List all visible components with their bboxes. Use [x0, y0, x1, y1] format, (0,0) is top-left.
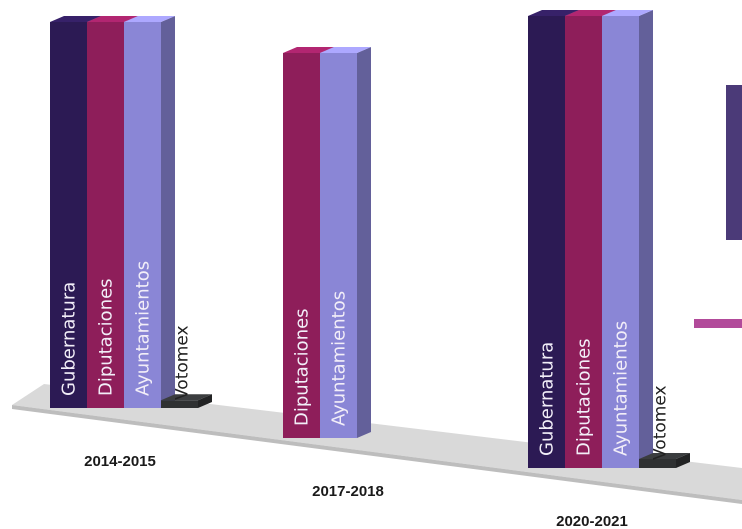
- bar-top-gubernatura-2014-2015: [50, 16, 101, 22]
- bar-top-ayuntamientos-2017-2018: [320, 46, 371, 53]
- bar-label-votomex-2014-2015: Votomex: [173, 325, 193, 400]
- bar-label-ayuntamientos-2020-2021: Ayuntamientos: [611, 321, 632, 456]
- bar-votomex-2020-2021: [639, 458, 676, 468]
- bar-label-diputaciones-2014-2015: Diputaciones: [96, 278, 117, 396]
- bar-top-diputaciones-2014-2015: [87, 16, 138, 22]
- bar-side-ayuntamientos-2017-2018: [357, 46, 371, 438]
- bar-label-diputaciones-2017-2018: Diputaciones: [292, 308, 313, 426]
- bar-ayuntamientos-2017-2018: [320, 52, 357, 438]
- bar-top-gubernatura-2020-2021: [528, 10, 579, 16]
- bar-label-ayuntamientos-2017-2018: Ayuntamientos: [329, 291, 350, 426]
- bar-side-votomex-2014-2015: [198, 394, 212, 408]
- bar-side-ayuntamientos-2014-2015: [161, 16, 175, 408]
- bar-top-votomex-2014-2015: [161, 394, 212, 401]
- bar-label-gubernatura-2014-2015: Gubernatura: [59, 282, 80, 396]
- chart-floor: [12, 384, 742, 500]
- category-label-2020-2021: 2020-2021: [556, 513, 628, 529]
- bar-top-votomex-2020-2021: [639, 452, 690, 459]
- bar-gubernatura-2020-2021: [528, 16, 565, 468]
- bar-ayuntamientos-2020-2021: [602, 16, 639, 468]
- category-label-2017-2018: 2017-2018: [312, 483, 384, 500]
- bar-top-diputaciones-2017-2018: [283, 46, 334, 53]
- bar-side-votomex-2020-2021: [676, 452, 690, 468]
- bar-side-ayuntamientos-2020-2021: [639, 10, 653, 468]
- bar-label-votomex-2020-2021: Votomex: [651, 385, 671, 460]
- bar-label-diputaciones-2020-2021: Diputaciones: [574, 338, 595, 456]
- bar-diputaciones-2014-2015: [87, 22, 124, 408]
- bar-top-ayuntamientos-2020-2021: [602, 10, 653, 16]
- bar-diputaciones-2020-2021: [565, 16, 602, 468]
- bar-votomex-2014-2015: [161, 400, 198, 408]
- bar-gubernatura-2014-2015: [50, 22, 87, 408]
- side-mark-line: [694, 319, 742, 328]
- bar-label-gubernatura-2020-2021: Gubernatura: [537, 342, 558, 456]
- category-label-2014-2015: 2014-2015: [84, 453, 156, 470]
- bar-diputaciones-2017-2018: [283, 52, 320, 438]
- side-mark-bar: [726, 85, 742, 240]
- chart-floor-edge: [12, 405, 742, 504]
- bar-top-ayuntamientos-2014-2015: [124, 16, 175, 22]
- bar-top-diputaciones-2020-2021: [565, 10, 616, 16]
- bar-label-ayuntamientos-2014-2015: Ayuntamientos: [133, 261, 154, 396]
- bar-ayuntamientos-2014-2015: [124, 22, 161, 408]
